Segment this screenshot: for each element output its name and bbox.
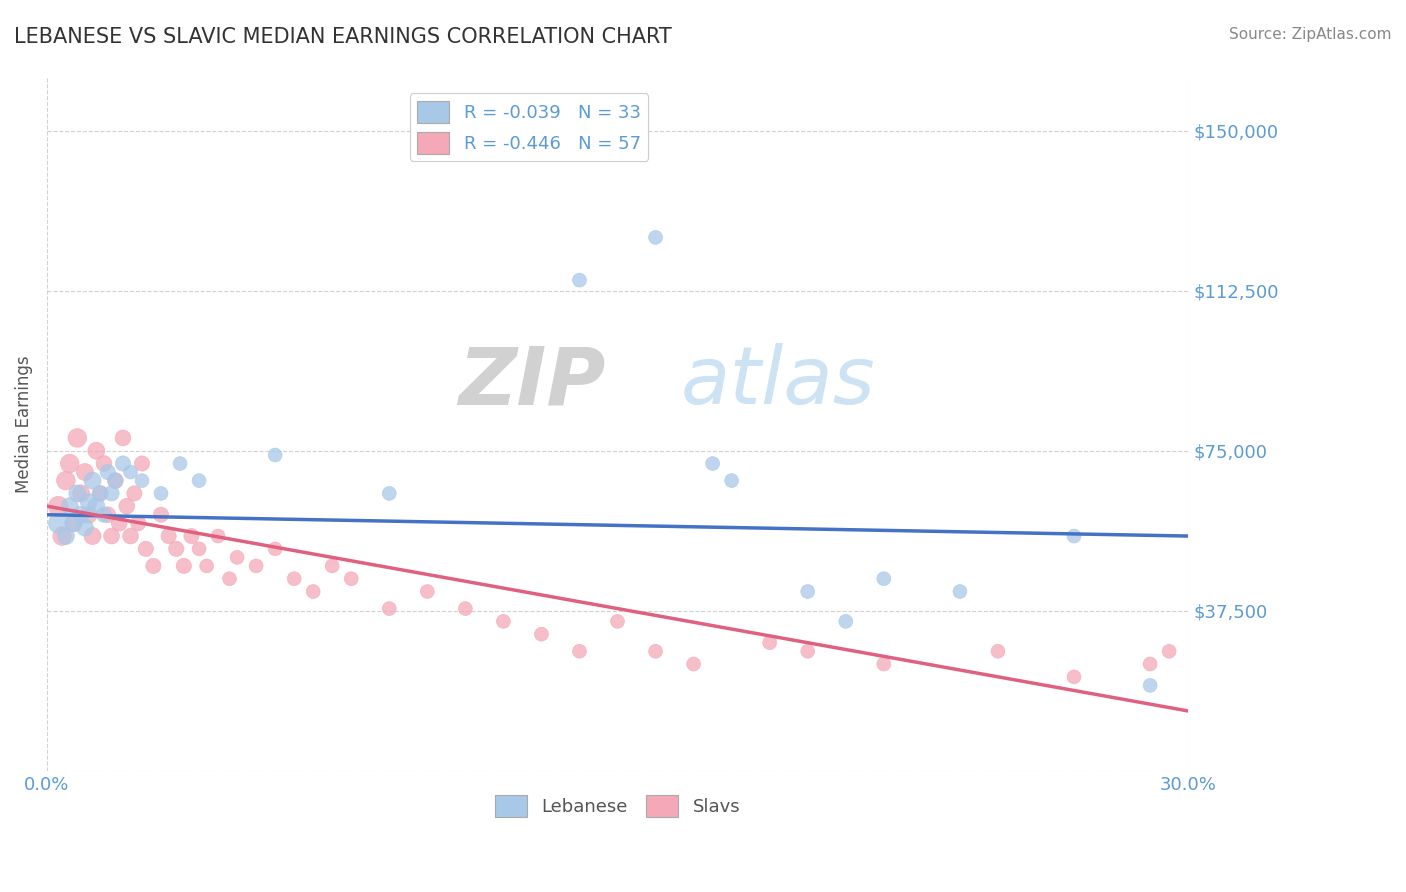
Point xyxy=(188,541,211,556)
Point xyxy=(302,584,325,599)
Point xyxy=(66,431,89,445)
Point xyxy=(1063,529,1085,543)
Point xyxy=(46,499,69,513)
Point xyxy=(835,615,858,629)
Point xyxy=(644,230,666,244)
Point xyxy=(142,558,165,573)
Point xyxy=(59,457,82,471)
Point xyxy=(245,558,267,573)
Point xyxy=(115,499,138,513)
Point xyxy=(873,572,896,586)
Point xyxy=(93,457,115,471)
Point xyxy=(104,474,127,488)
Point xyxy=(86,499,108,513)
Point xyxy=(70,486,93,500)
Point xyxy=(340,572,363,586)
Point xyxy=(51,529,73,543)
Point xyxy=(644,644,666,658)
Point xyxy=(108,516,131,531)
Point xyxy=(70,508,93,522)
Point xyxy=(82,529,104,543)
Point xyxy=(111,431,134,445)
Point xyxy=(195,558,218,573)
Y-axis label: Median Earnings: Median Earnings xyxy=(15,355,32,493)
Point xyxy=(131,474,153,488)
Point xyxy=(568,273,591,287)
Point xyxy=(1063,670,1085,684)
Point xyxy=(77,495,100,509)
Point xyxy=(720,474,742,488)
Point xyxy=(135,541,157,556)
Point xyxy=(416,584,439,599)
Point xyxy=(165,541,187,556)
Point xyxy=(568,644,591,658)
Point xyxy=(77,508,100,522)
Point xyxy=(702,457,724,471)
Point xyxy=(100,529,122,543)
Point xyxy=(796,644,818,658)
Point xyxy=(55,474,77,488)
Point xyxy=(796,584,818,599)
Point xyxy=(226,550,249,565)
Point xyxy=(62,516,84,531)
Point xyxy=(93,508,115,522)
Point xyxy=(207,529,229,543)
Point xyxy=(218,572,240,586)
Point xyxy=(949,584,972,599)
Legend: Lebanese, Slavs: Lebanese, Slavs xyxy=(488,788,748,824)
Point xyxy=(89,486,111,500)
Point xyxy=(157,529,180,543)
Point xyxy=(169,457,191,471)
Point xyxy=(124,486,146,500)
Point xyxy=(682,657,704,671)
Point xyxy=(46,516,69,531)
Point xyxy=(73,520,96,534)
Point xyxy=(492,615,515,629)
Point xyxy=(1139,657,1161,671)
Point xyxy=(150,486,173,500)
Text: LEBANESE VS SLAVIC MEDIAN EARNINGS CORRELATION CHART: LEBANESE VS SLAVIC MEDIAN EARNINGS CORRE… xyxy=(14,27,672,46)
Point xyxy=(97,508,120,522)
Point xyxy=(82,474,104,488)
Point xyxy=(173,558,195,573)
Point xyxy=(150,508,173,522)
Point xyxy=(73,465,96,479)
Point xyxy=(1159,644,1181,658)
Point xyxy=(89,486,111,500)
Point xyxy=(987,644,1010,658)
Point xyxy=(111,457,134,471)
Point xyxy=(606,615,628,629)
Point xyxy=(283,572,305,586)
Point xyxy=(97,465,120,479)
Point xyxy=(454,601,477,615)
Point xyxy=(378,601,401,615)
Point xyxy=(55,529,77,543)
Point xyxy=(86,443,108,458)
Point xyxy=(188,474,211,488)
Point xyxy=(321,558,343,573)
Point xyxy=(873,657,896,671)
Point xyxy=(1139,678,1161,692)
Point xyxy=(131,457,153,471)
Point xyxy=(120,529,142,543)
Point xyxy=(378,486,401,500)
Point xyxy=(66,486,89,500)
Point xyxy=(758,636,780,650)
Point xyxy=(530,627,553,641)
Text: atlas: atlas xyxy=(681,343,875,422)
Point xyxy=(127,516,149,531)
Text: ZIP: ZIP xyxy=(458,343,605,422)
Point xyxy=(62,516,84,531)
Point xyxy=(180,529,202,543)
Point xyxy=(104,474,127,488)
Point xyxy=(100,486,122,500)
Point xyxy=(59,499,82,513)
Text: Source: ZipAtlas.com: Source: ZipAtlas.com xyxy=(1229,27,1392,42)
Point xyxy=(120,465,142,479)
Point xyxy=(264,448,287,462)
Point xyxy=(264,541,287,556)
